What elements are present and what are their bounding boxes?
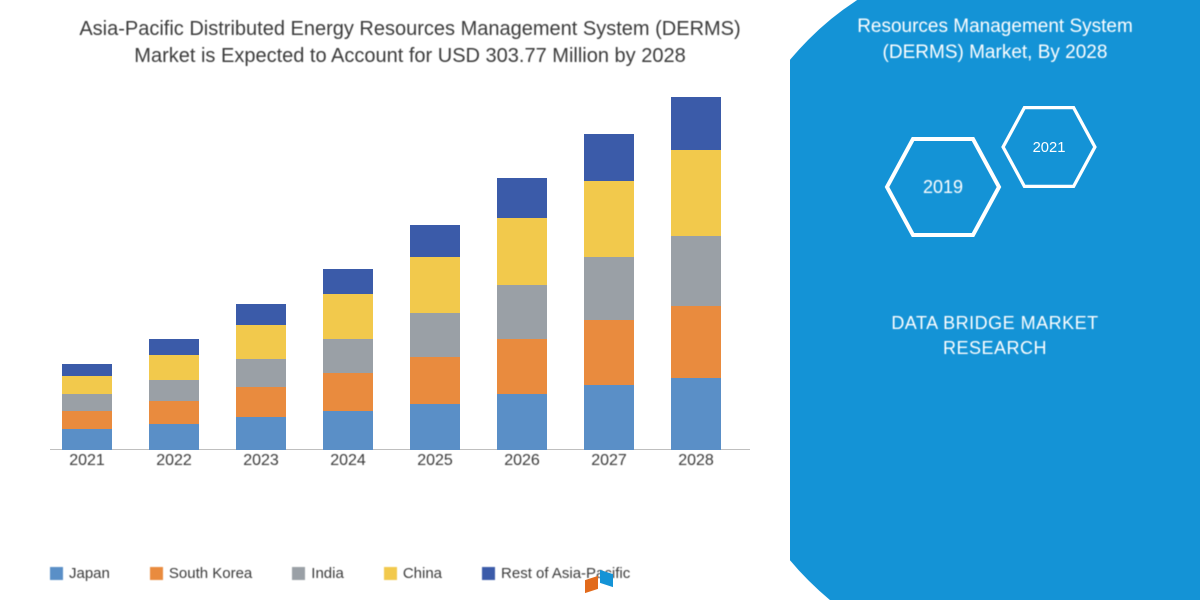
bar-column (62, 364, 112, 450)
bar-segment (149, 355, 199, 381)
bar-segment (323, 373, 373, 410)
bar-segment (236, 417, 286, 450)
left-panel: Asia-Pacific Distributed Energy Resource… (0, 0, 790, 600)
bar-segment (323, 294, 373, 338)
legend-swatch (150, 567, 163, 580)
hex-right-label: 2021 (1033, 139, 1066, 156)
bar-column (323, 269, 373, 450)
bar-segment (62, 429, 112, 450)
legend-item: Japan (50, 565, 110, 582)
bar-segment (584, 385, 634, 450)
x-axis-label: 2021 (69, 452, 105, 470)
chart-area: 2021 2022 2023 2024 2025 2026 2027 2028 (40, 90, 760, 490)
right-panel-content: Resources Management System (DERMS) Mark… (790, 0, 1200, 600)
bar-segment (149, 401, 199, 424)
chart-plot (50, 90, 750, 450)
footer-logo-icon (585, 572, 615, 594)
bar-segment (584, 320, 634, 385)
bar-segment (410, 313, 460, 357)
chart-title: Asia-Pacific Distributed Energy Resource… (40, 16, 780, 80)
bar-column (671, 97, 721, 450)
bar-segment (323, 411, 373, 450)
bar-segment (410, 257, 460, 313)
legend-label: China (403, 565, 442, 582)
brand-line-2: RESEARCH (891, 336, 1098, 361)
bar-segment (584, 134, 634, 180)
bar-segment (62, 364, 112, 376)
bar-segment (236, 304, 286, 325)
bar-segment (497, 218, 547, 285)
bar-segment (584, 257, 634, 320)
bar-segment (410, 404, 460, 450)
legend-swatch (384, 567, 397, 580)
bar-segment (149, 380, 199, 401)
bar-segment (671, 378, 721, 450)
hex-right: 2021 (1000, 105, 1098, 190)
chart-legend: JapanSouth KoreaIndiaChinaRest of Asia-P… (50, 565, 630, 582)
legend-label: Japan (69, 565, 110, 582)
bar-segment (410, 225, 460, 258)
bar-segment (497, 285, 547, 338)
bar-segment (323, 269, 373, 295)
bar-column (497, 178, 547, 450)
bar-segment (149, 424, 199, 450)
bar-segment (497, 394, 547, 450)
bar-segment (671, 236, 721, 306)
bar-segment (62, 411, 112, 430)
bar-segment (62, 394, 112, 410)
x-axis-label: 2024 (330, 452, 366, 470)
right-panel: Resources Management System (DERMS) Mark… (790, 0, 1200, 600)
brand-line-1: DATA BRIDGE MARKET (891, 311, 1098, 336)
bar-column (149, 339, 199, 450)
bar-column (410, 225, 460, 450)
x-axis-label: 2023 (243, 452, 279, 470)
bar-segment (236, 387, 286, 417)
x-axis-label: 2028 (678, 452, 714, 470)
legend-swatch (292, 567, 305, 580)
legend-swatch (50, 567, 63, 580)
x-axis-label: 2022 (156, 452, 192, 470)
bar-segment (584, 181, 634, 258)
bar-segment (410, 357, 460, 403)
legend-label: South Korea (169, 565, 252, 582)
legend-item: South Korea (150, 565, 252, 582)
bar-segment (236, 325, 286, 360)
brand-text: DATA BRIDGE MARKET RESEARCH (891, 311, 1098, 361)
page-root: Asia-Pacific Distributed Energy Resource… (0, 0, 1200, 600)
legend-item: India (292, 565, 344, 582)
bar-segment (671, 97, 721, 150)
bar-segment (497, 339, 547, 395)
chart-x-axis: 2021 2022 2023 2024 2025 2026 2027 2028 (50, 452, 750, 482)
x-axis-label: 2025 (417, 452, 453, 470)
hex-left: 2019 (883, 135, 1003, 239)
bar-segment (149, 339, 199, 355)
bar-segment (62, 376, 112, 395)
hex-left-label: 2019 (923, 177, 963, 198)
legend-swatch (482, 567, 495, 580)
bar-segment (323, 339, 373, 374)
bar-segment (671, 306, 721, 378)
bar-column (236, 304, 286, 450)
bar-segment (671, 150, 721, 236)
bar-segment (497, 178, 547, 217)
bar-segment (236, 359, 286, 387)
legend-item: China (384, 565, 442, 582)
legend-label: India (311, 565, 344, 582)
x-axis-label: 2026 (504, 452, 540, 470)
bar-column (584, 134, 634, 450)
hex-graphic: 2019 2021 (865, 87, 1125, 267)
right-panel-title: Resources Management System (DERMS) Mark… (790, 14, 1200, 65)
x-axis-label: 2027 (591, 452, 627, 470)
